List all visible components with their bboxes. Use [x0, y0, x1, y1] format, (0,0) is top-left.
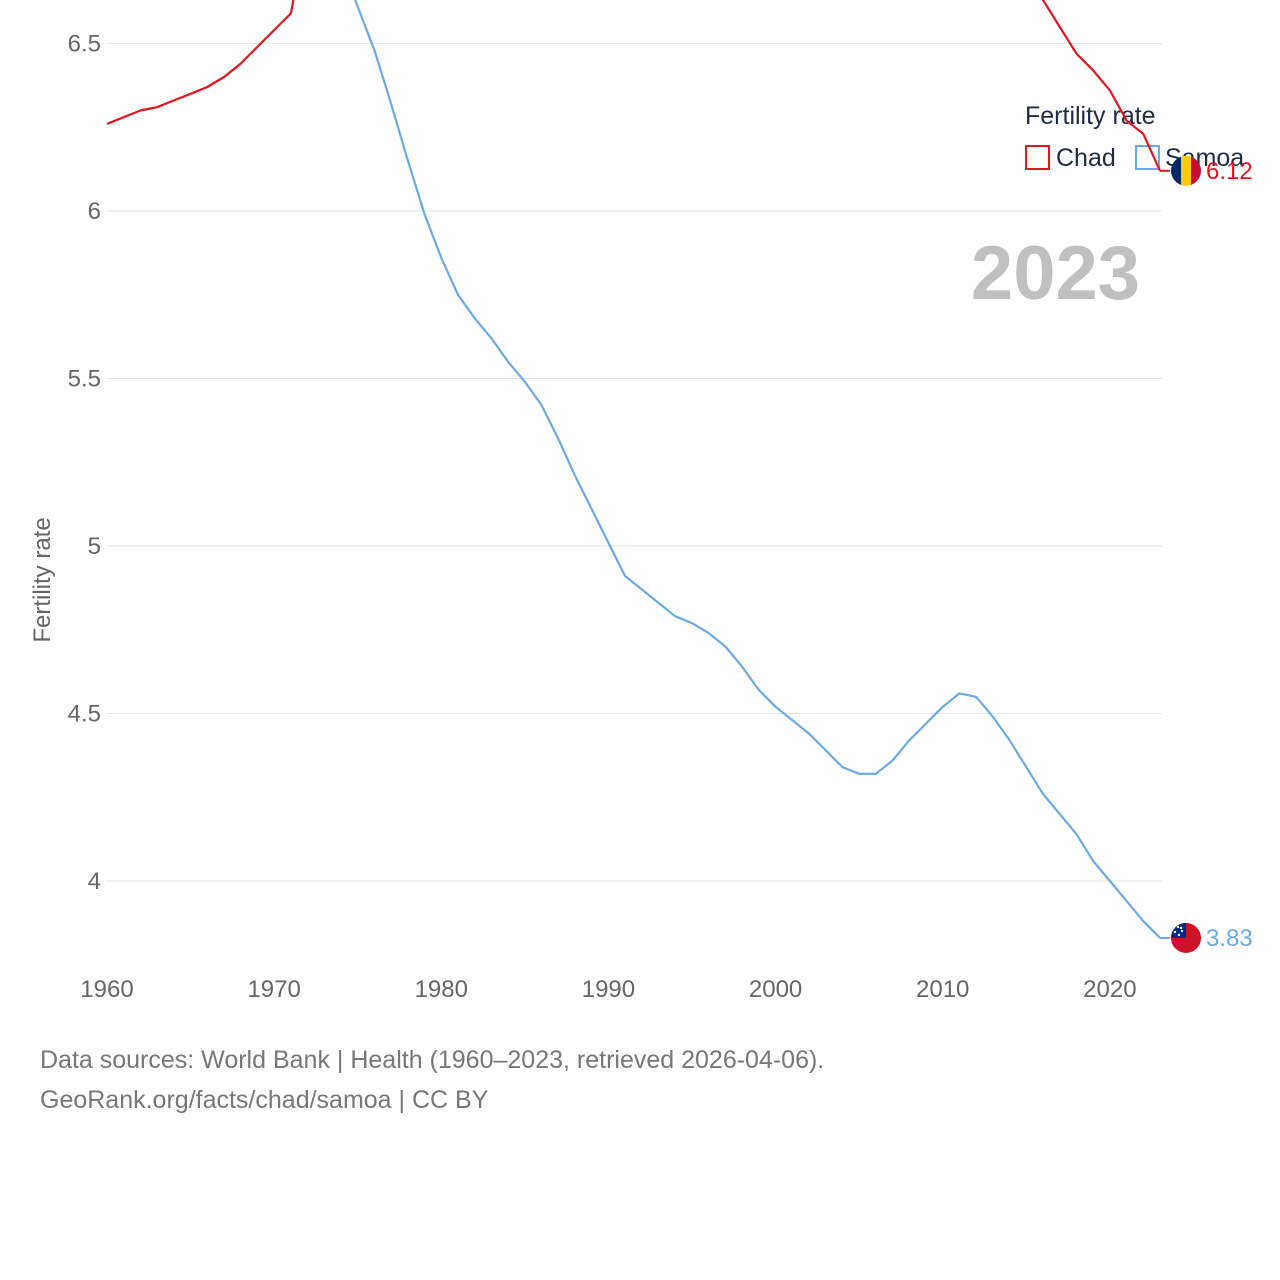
- y-tick-label: 5: [88, 533, 101, 560]
- x-tick-label: 2020: [1083, 976, 1136, 1003]
- x-axis: 1960 1970 1980 1990 2000 2010 2020: [80, 976, 1136, 1003]
- y-tick-label: 4.5: [68, 701, 101, 728]
- samoa-line[interactable]: [107, 0, 1161, 939]
- legend-swatch-samoa: [1135, 145, 1160, 170]
- x-tick-label: 1970: [247, 976, 300, 1003]
- flag-star: [1177, 933, 1181, 937]
- year-watermark: 2023: [971, 231, 1140, 316]
- chad-end-marker: 6.12: [1171, 155, 1253, 186]
- legend-label-chad: Chad: [1056, 144, 1116, 172]
- chad-end-value: 6.12: [1206, 158, 1253, 185]
- x-tick-label: 2000: [749, 976, 802, 1003]
- legend-title: Fertility rate: [1025, 102, 1156, 130]
- samoa-end-value: 3.83: [1206, 925, 1253, 952]
- flag-star: [1176, 925, 1180, 929]
- credit-link[interactable]: GeoRank.org/facts/chad/samoa | CC BY: [40, 1086, 489, 1114]
- data-source-note: Data sources: World Bank | Health (1960–…: [40, 1046, 825, 1074]
- legend-item-chad[interactable]: Chad: [1025, 144, 1116, 172]
- y-tick-label: 6.5: [68, 31, 101, 58]
- samoa-flag-icon: [1171, 922, 1201, 953]
- series: [106, 0, 1170, 939]
- x-tick-label: 2010: [916, 976, 969, 1003]
- y-tick-label: 6: [88, 198, 101, 225]
- y-tick-label: 4: [88, 868, 101, 895]
- end-markers: 6.12 3.83: [1171, 155, 1253, 953]
- y-tick-label: 5.5: [68, 366, 101, 393]
- samoa-end-marker: 3.83: [1171, 922, 1253, 953]
- flag-star: [1173, 930, 1177, 934]
- chad-flag-icon: [1171, 155, 1201, 186]
- flag-star: [1179, 926, 1183, 930]
- gridlines: [107, 43, 1162, 882]
- chad-line[interactable]: [106, 0, 1162, 172]
- flag-star: [1180, 929, 1184, 933]
- y-axis-title: Fertility rate: [29, 517, 56, 642]
- legend-swatch-chad: [1025, 145, 1050, 170]
- y-axis: 44.555.566.577.5: [68, 31, 101, 896]
- x-tick-label: 1980: [415, 976, 468, 1003]
- x-tick-label: 1960: [80, 976, 133, 1003]
- x-tick-label: 1990: [582, 976, 635, 1003]
